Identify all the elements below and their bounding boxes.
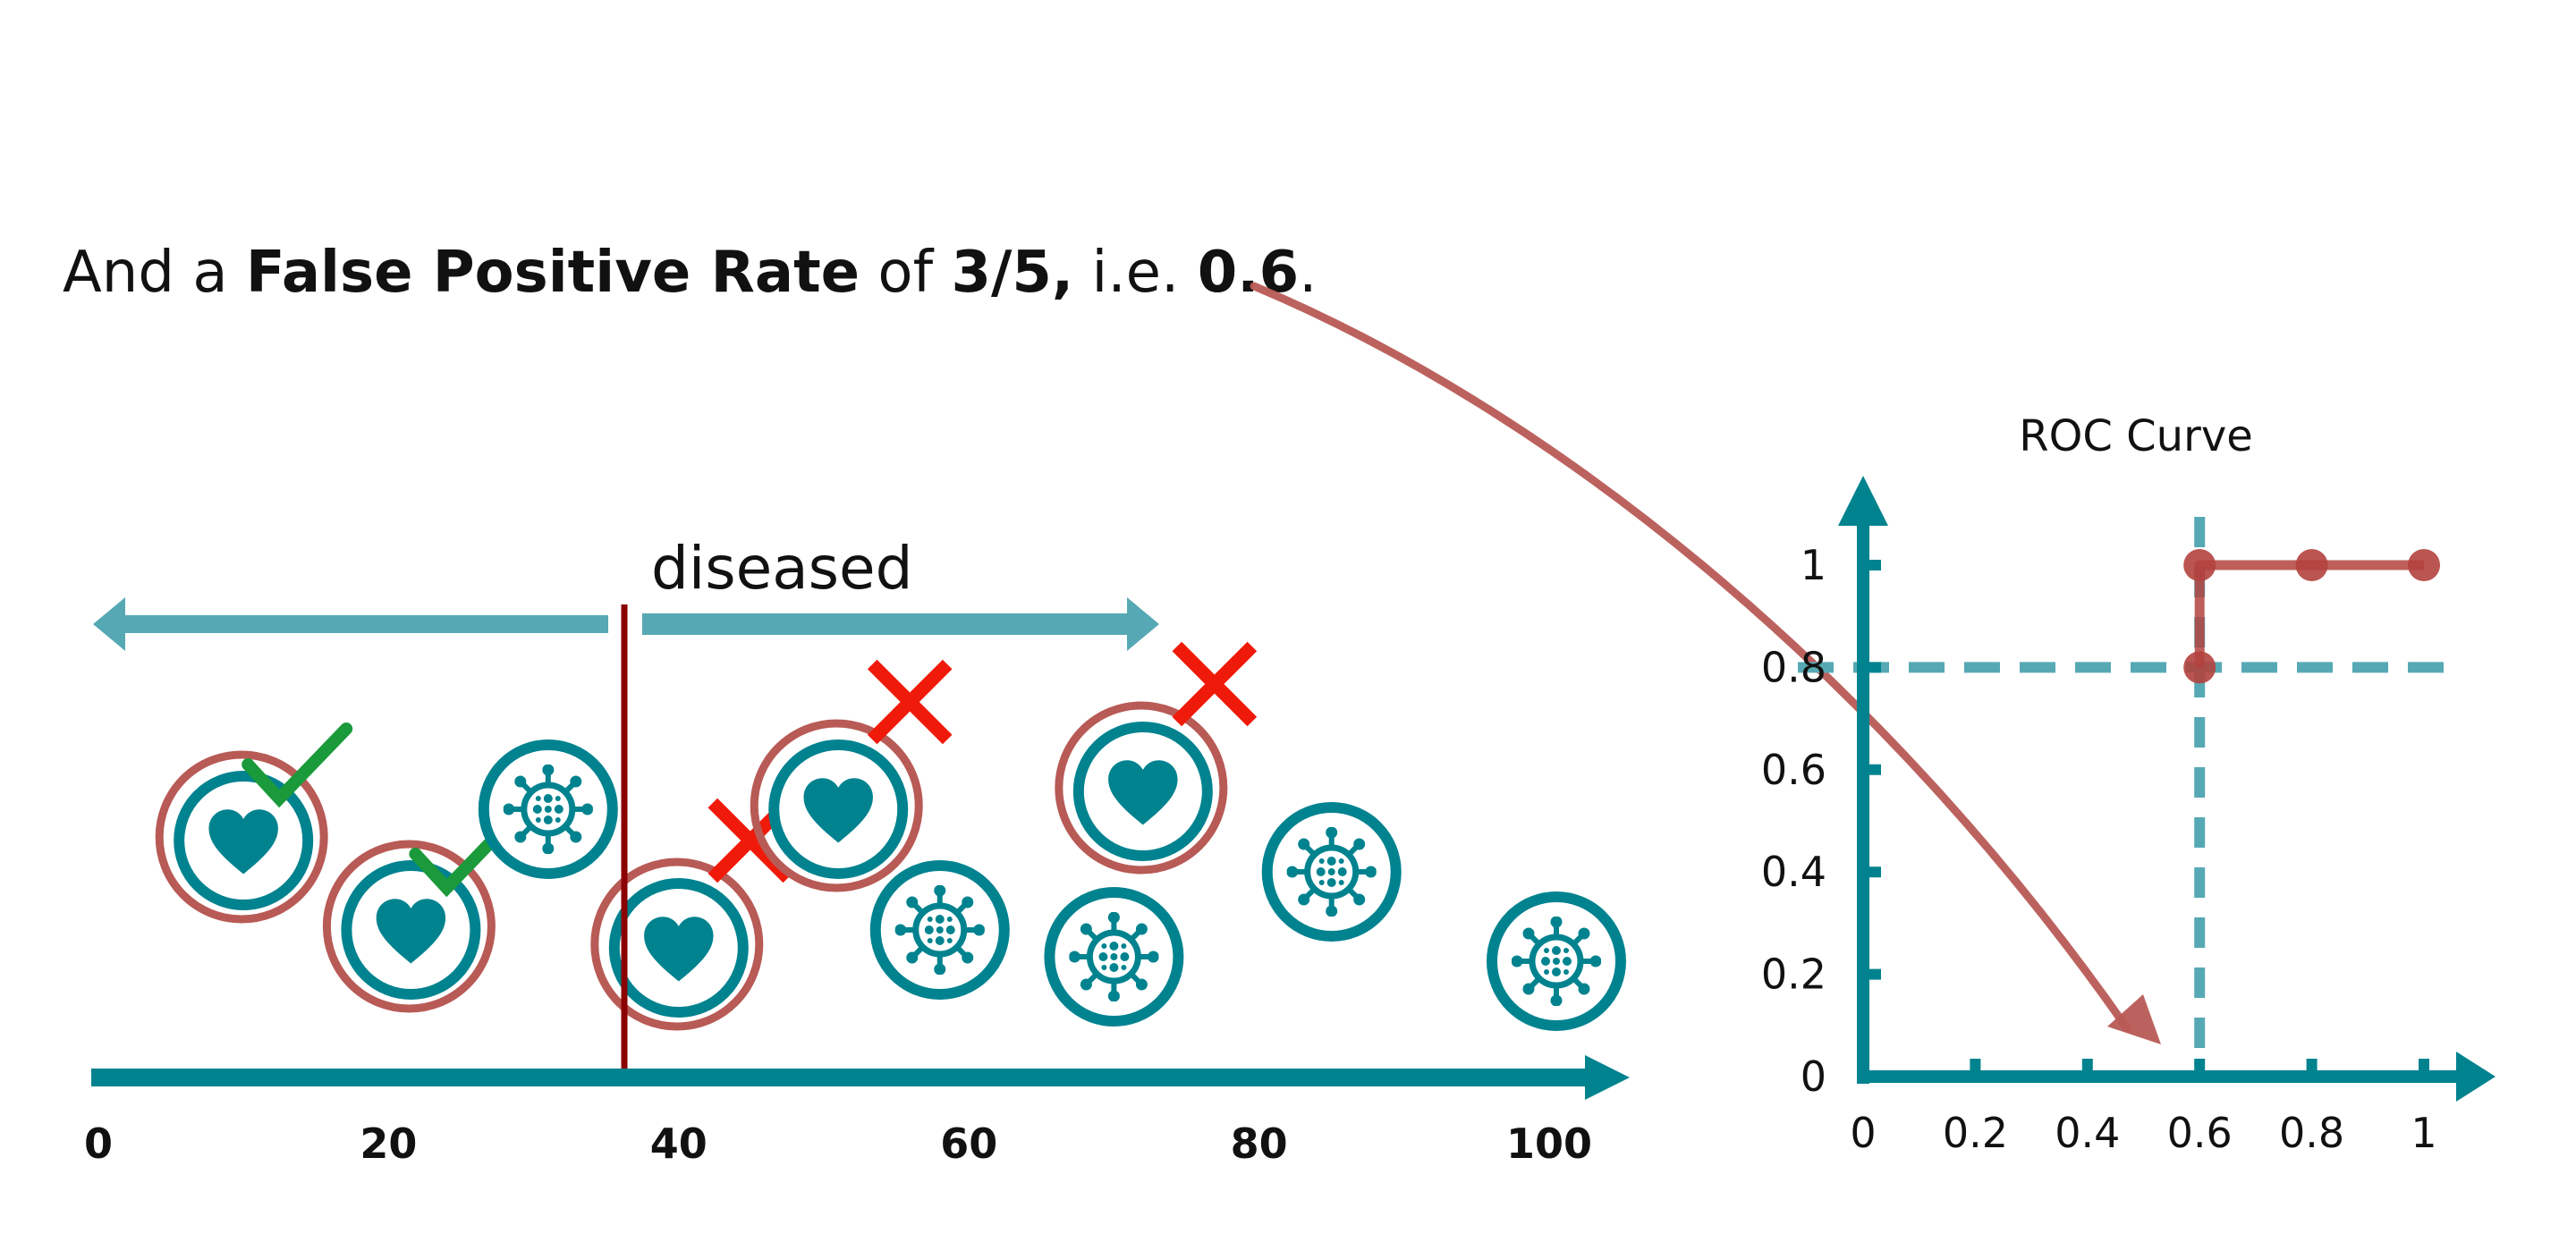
roc-y-tick-label: 0.4 [1761, 848, 1826, 896]
roc-y-tick-label: 0.8 [1761, 643, 1826, 691]
roc-y-tick-label: 1 [1801, 541, 1826, 589]
score-tick-label: 60 [940, 1120, 997, 1168]
score-tick-label: 80 [1231, 1120, 1288, 1168]
roc-point [2295, 549, 2328, 581]
right-direction-arrow [642, 597, 1159, 651]
diseased-label: diseased [651, 534, 913, 603]
predicted-positive-ring [590, 858, 764, 1031]
roc-curve-line [2194, 560, 2424, 668]
virus-icon [1069, 912, 1158, 1001]
caption-comma: , [1051, 240, 1074, 306]
caption-term: False Positive Rate [245, 240, 860, 306]
predicted-positive-ring [155, 750, 328, 924]
roc-x-tick-label: 1 [2411, 1109, 2436, 1157]
caption-prefix: And a [63, 240, 246, 306]
pointer-arrowhead [2107, 994, 2161, 1044]
caption-ie: i.e. [1073, 240, 1198, 306]
threshold-diagram: diseased 0 20 40 60 80 100 [84, 534, 1630, 1168]
pointer-arrow [1250, 282, 2131, 1033]
caption-middle: of [860, 240, 952, 306]
left-direction-arrow [93, 597, 608, 651]
score-tick-label: 0 [84, 1120, 113, 1168]
roc-y-tick-label: 0.2 [1761, 951, 1826, 999]
caption-text: And a False Positive Rate of 3/5, i.e. 0… [63, 240, 1317, 306]
roc-y-tick-label: 0.6 [1761, 746, 1826, 794]
predicted-positive-ring [750, 719, 923, 892]
roc-title: ROC Curve [2019, 411, 2253, 461]
score-axis-ticks: 0 20 40 60 80 100 [84, 1120, 1592, 1168]
virus-icon [1287, 827, 1377, 917]
virus-icon [1512, 917, 1601, 1006]
patient-virus [1261, 802, 1402, 942]
caption-fraction: 3/5 [951, 240, 1052, 306]
roc-x-tick-label: 0 [1850, 1109, 1876, 1157]
virus-icon [895, 885, 985, 975]
score-tick-label: 20 [360, 1120, 417, 1168]
cross-icon [1172, 641, 1258, 727]
predicted-positive-ring [322, 840, 496, 1013]
patient-virus [1044, 887, 1184, 1027]
patient-heart [1055, 641, 1258, 875]
roc-y-axis-arrowhead [1838, 476, 1888, 526]
roc-series [2183, 549, 2440, 684]
roc-ticks: 0 0.2 0.4 0.6 0.8 1 0 0.2 0.4 0.6 0.8 1 [1761, 541, 2437, 1157]
cross-icon [867, 659, 953, 745]
roc-point [2408, 549, 2440, 581]
predicted-positive-ring [1055, 701, 1228, 875]
roc-x-tick-label: 0.6 [2167, 1109, 2233, 1157]
patient-heart [750, 659, 953, 892]
roc-chart: ROC Curve 0 0.2 0.4 0.6 0.8 1 0 0.2 0.4 0.6 0.8 1 [1761, 411, 2496, 1157]
patient-heart [322, 812, 521, 1013]
check-icon [242, 722, 353, 808]
patients-group [155, 641, 1626, 1031]
score-tick-label: 100 [1506, 1120, 1592, 1168]
roc-x-tick-label: 0.4 [2055, 1109, 2120, 1157]
roc-y-tick-label: 0 [1801, 1052, 1826, 1101]
roc-axes [1838, 476, 2496, 1102]
patient-virus [478, 739, 618, 879]
roc-reference-lines [1798, 517, 2462, 1064]
roc-x-axis-arrowhead [2456, 1052, 2496, 1102]
roc-x-tick-label: 0.2 [1943, 1109, 2008, 1157]
score-axis-arrowhead [1585, 1055, 1630, 1100]
patient-virus [1487, 891, 1626, 1031]
caption-period: . [1299, 240, 1318, 306]
roc-point [2183, 651, 2216, 684]
virus-icon [504, 765, 593, 854]
roc-point [2183, 549, 2216, 581]
patient-virus [869, 860, 1010, 1000]
patient-heart [155, 722, 353, 924]
roc-x-tick-label: 0.8 [2279, 1109, 2344, 1157]
score-tick-label: 40 [650, 1120, 708, 1168]
